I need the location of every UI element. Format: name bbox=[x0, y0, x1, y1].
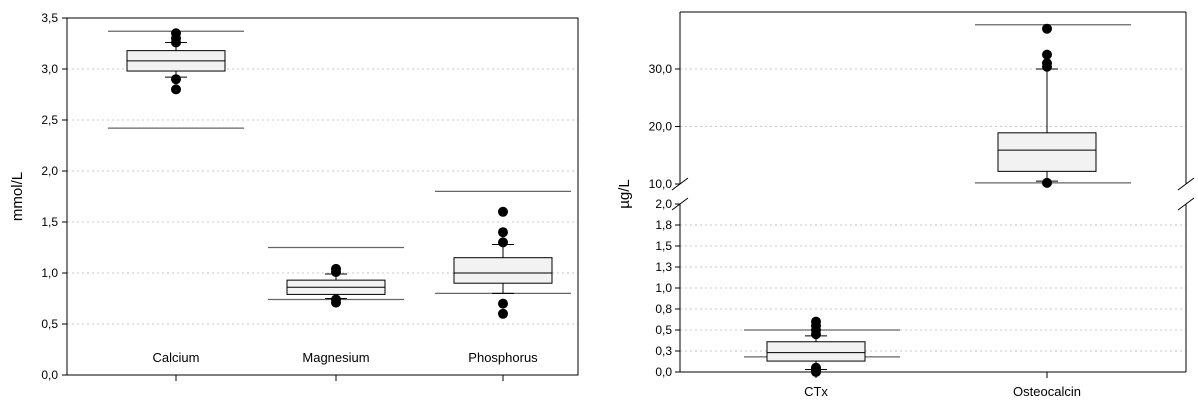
box-iqr bbox=[453, 257, 553, 284]
y-tick-label: 0,3 bbox=[655, 344, 672, 358]
category-label: Calcium bbox=[153, 350, 200, 365]
outlier-point bbox=[1042, 23, 1052, 34]
y-tick-label: 2,0 bbox=[655, 197, 672, 211]
category-label: CTx bbox=[804, 384, 828, 399]
box-iqr bbox=[997, 132, 1097, 172]
outlier-point bbox=[171, 74, 181, 85]
outlier-point bbox=[811, 362, 821, 373]
y-tick-label: 0,0 bbox=[655, 365, 672, 379]
y-tick-label: 1,0 bbox=[655, 281, 672, 295]
y-tick-label: 1,8 bbox=[655, 218, 672, 232]
outlier-point bbox=[331, 294, 341, 305]
y-axis-label: mmol/L bbox=[9, 172, 26, 221]
axis-break-mark bbox=[1177, 197, 1195, 211]
category-label: Phosphorus bbox=[468, 350, 538, 365]
outlier-point bbox=[498, 298, 508, 309]
y-tick-label: 1,0 bbox=[41, 266, 58, 280]
y-tick-label: 0,8 bbox=[655, 302, 672, 316]
outlier-point bbox=[498, 308, 508, 319]
outlier-point bbox=[331, 263, 341, 274]
y-tick-label: 20,0 bbox=[649, 120, 673, 134]
y-axis-label: µg/L bbox=[616, 179, 633, 209]
y-tick-label: 1,3 bbox=[655, 260, 672, 274]
category-label: Osteocalcin bbox=[1013, 384, 1081, 399]
y-tick-label: 0,5 bbox=[655, 323, 672, 337]
y-tick-label: 1,5 bbox=[655, 239, 672, 253]
outlier-point bbox=[171, 28, 181, 39]
y-tick-label: 1,5 bbox=[41, 215, 58, 229]
outlier-point bbox=[811, 316, 821, 327]
outlier-point bbox=[1042, 58, 1052, 69]
box-iqr bbox=[766, 341, 866, 362]
chart-minerals: 0,0 0,5 1,0 1,5 2,0 2,5 3,0 3,5 mmol/L Calcium Mag… bbox=[9, 11, 579, 382]
outlier-point bbox=[171, 84, 181, 95]
axis-break-mark bbox=[1177, 177, 1195, 191]
outlier-point bbox=[1042, 49, 1052, 60]
outlier-point bbox=[1042, 177, 1052, 188]
y-tick-label: 3,0 bbox=[41, 62, 58, 76]
plot-frame bbox=[66, 17, 579, 376]
y-tick-label: 0,5 bbox=[41, 317, 58, 331]
outlier-point bbox=[498, 206, 508, 217]
y-tick-label: 0,0 bbox=[41, 368, 58, 382]
y-tick-label: 3,5 bbox=[41, 11, 58, 25]
y-tick-label: 2,5 bbox=[41, 113, 58, 127]
y-tick-label: 30,0 bbox=[649, 62, 673, 76]
category-label: Magnesium bbox=[302, 350, 369, 365]
y-tick-label: 2,0 bbox=[41, 164, 58, 178]
outlier-point bbox=[498, 227, 508, 238]
outlier-point bbox=[498, 237, 508, 248]
y-tick-label: 10,0 bbox=[649, 177, 673, 191]
